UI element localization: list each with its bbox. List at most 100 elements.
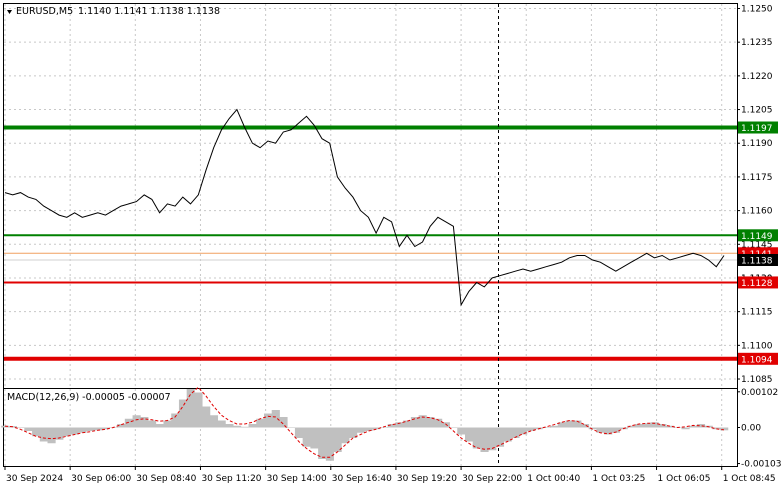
macd-histogram-bar <box>387 424 396 428</box>
macd-histogram-bar <box>418 415 427 428</box>
macd-histogram-bar <box>32 427 41 437</box>
x-tick-label: 1 Oct 06:05 <box>658 474 711 484</box>
macd-histogram-bar <box>511 427 520 438</box>
y-tick-label: 1.1250 <box>741 4 773 14</box>
macd-histogram-bar <box>55 427 64 440</box>
macd-histogram-bar <box>271 410 280 428</box>
macd-histogram-bar <box>666 425 675 428</box>
y-tick-label: 1.1115 <box>741 308 773 318</box>
x-tick-label: 30 Sep 11:20 <box>201 474 261 484</box>
macd-histogram-bar <box>225 424 234 428</box>
macd-histogram-bar <box>627 425 636 428</box>
macd-histogram-bar <box>62 427 72 437</box>
level-price-box <box>738 276 778 289</box>
macd-histogram-bar <box>302 427 311 447</box>
macd-histogram-bar <box>240 426 249 428</box>
ohlc-values: 1.1140 1.1141 1.1138 1.1138 <box>78 6 220 17</box>
macd-histogram-bar <box>611 427 621 433</box>
macd-histogram-bar <box>39 427 48 442</box>
macd-histogram-bar <box>565 420 574 428</box>
macd-histogram-bar <box>503 427 512 442</box>
macd-histogram-bar <box>318 427 327 459</box>
macd-histogram-bar <box>557 422 566 428</box>
macd-histogram-bar <box>650 422 659 428</box>
level-price-box <box>738 229 778 242</box>
macd-histogram-bar <box>596 427 605 433</box>
level-price-label: 1.1197 <box>741 124 773 134</box>
macd-histogram-bar <box>573 420 582 428</box>
y-tick-label: 1.1145 <box>741 240 773 250</box>
price-panel-frame <box>3 3 738 467</box>
macd-histogram-bar <box>263 413 273 428</box>
macd-histogram-bar <box>379 427 389 428</box>
x-tick-label: 1 Oct 03:25 <box>592 474 645 484</box>
macd-histogram-bar <box>457 427 466 435</box>
level-lines <box>4 125 737 361</box>
x-tick-label: 30 Sep 08:40 <box>136 474 196 484</box>
macd-histogram-bar <box>117 424 126 428</box>
macd-y-tick-label: -0.00103 <box>741 460 781 470</box>
macd-histogram-bar <box>480 427 489 452</box>
macd-histogram-bar <box>233 425 242 428</box>
dropdown-triangle-icon[interactable] <box>7 10 12 14</box>
level-price-label: 1.1128 <box>741 279 773 289</box>
y-tick-label: 1.1235 <box>741 38 773 48</box>
macd-histogram-bar <box>720 427 729 431</box>
macd-histogram-bar <box>24 427 33 431</box>
macd-histogram-bar <box>124 418 133 428</box>
macd-histogram-bar <box>434 418 443 428</box>
macd-histogram-bar <box>488 427 497 451</box>
macd-histogram-bar <box>580 424 590 428</box>
macd-histogram-bar <box>310 427 319 449</box>
macd-histogram-bar <box>426 417 435 428</box>
macd-histogram-bar <box>70 427 79 435</box>
macd-histogram-bar <box>1 425 10 428</box>
macd-histogram-bar <box>642 423 651 428</box>
level-price-box <box>738 352 778 365</box>
macd-histogram-bar <box>519 427 528 435</box>
chart-header: EURUSD,M5 1.1140 1.1141 1.1138 1.1138 <box>7 6 220 17</box>
macd-histogram-bar <box>287 427 296 428</box>
macd-histogram-bar <box>465 427 474 442</box>
y-tick-label: 1.1220 <box>741 72 773 82</box>
x-tick-label: 30 Sep 22:00 <box>462 474 522 484</box>
x-tick-label: 30 Sep 06:00 <box>71 474 131 484</box>
macd-histogram-bar <box>155 424 164 428</box>
macd-histogram-bar <box>410 417 420 428</box>
macd-histogram-bar <box>101 427 110 430</box>
macd-histogram-bar <box>635 424 644 428</box>
macd-histogram-bar <box>78 427 87 433</box>
symbol-label: EURUSD,M5 <box>16 6 73 17</box>
macd-histogram-bar <box>217 420 226 428</box>
x-tick-label: 1 Oct 08:45 <box>723 474 776 484</box>
macd-histogram-bar <box>588 427 597 430</box>
macd-histogram-bar <box>681 427 690 430</box>
macd-histogram-bar <box>325 427 334 461</box>
macd-histogram-bar <box>364 427 373 431</box>
x-tick-label: 30 Sep 19:20 <box>397 474 457 484</box>
macd-label: MACD(12,26,9) -0.00005 -0.00007 <box>7 392 171 403</box>
bid-price-box <box>738 254 778 266</box>
macd-histogram-bar <box>449 427 458 428</box>
macd-histogram-bar <box>712 427 721 430</box>
y-tick-label: 1.1085 <box>741 375 773 385</box>
macd-histogram-bar <box>194 392 203 428</box>
y-tick-label: 1.1100 <box>741 341 773 351</box>
macd-signal-line <box>4 386 725 458</box>
time-axis: 30 Sep 2024 30 Sep 06:00 30 Sep 08:40 30 Se… <box>4 466 776 484</box>
bid-price-label: 1.1138 <box>741 257 773 267</box>
macd-histogram-bar <box>86 427 95 431</box>
price-line <box>4 108 725 307</box>
macd-histogram-bar <box>403 420 412 428</box>
macd-histogram-bar <box>140 417 149 428</box>
x-tick-label: 1 Oct 00:40 <box>527 474 580 484</box>
macd-histogram-bar <box>372 427 381 430</box>
macd-histogram-bar <box>395 422 404 428</box>
macd-histogram-bar <box>294 427 304 438</box>
macd-histogram-bar <box>279 417 288 428</box>
macd-histogram-bar <box>171 413 180 428</box>
macd-y-tick-label: 0.00 <box>741 424 761 434</box>
y-tick-label: 1.1160 <box>741 207 773 217</box>
x-tick-label: 30 Sep 14:00 <box>267 474 327 484</box>
macd-histogram-bar <box>349 427 358 438</box>
